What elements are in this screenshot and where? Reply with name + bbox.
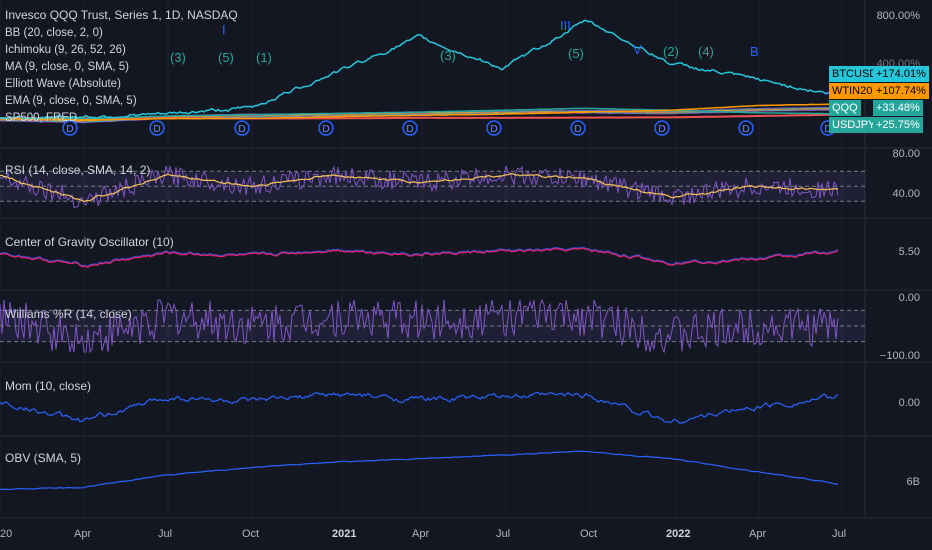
time-axis-label: Jul	[158, 528, 173, 540]
dividend-marker-label-9: D	[824, 124, 831, 135]
elliott-wave-label: B	[750, 44, 759, 59]
series-usdjpy	[0, 113, 838, 120]
time-axis-label: 20	[0, 528, 13, 540]
indicator-legend-item[interactable]: MA (9, close, 0, SMA, 5)	[5, 61, 129, 73]
elliott-wave-label: (2)	[663, 44, 679, 59]
dividend-marker-label-3: D	[322, 124, 329, 135]
dividend-marker-label-8: D	[742, 124, 749, 135]
rsi-line	[0, 164, 839, 209]
cog-title: Center of Gravity Oscillator (10)	[5, 235, 174, 249]
dividend-marker-label-7: D	[658, 124, 665, 135]
dividend-marker-4	[402, 120, 418, 136]
elliott-wave-label: (3)	[170, 50, 186, 65]
dividend-marker-label-1: D	[153, 124, 160, 135]
dividend-marker-7	[654, 120, 670, 136]
mom-tick: 0.00	[898, 397, 920, 409]
compare-tag-change: +33.48%	[873, 100, 923, 116]
indicator-legend-item[interactable]: Elliott Wave (Absolute)	[5, 78, 121, 90]
elliott-wave-label: V	[633, 42, 642, 57]
elliott-wave-label: (3)	[440, 48, 456, 63]
rsi-tick-80: 80.00	[892, 148, 920, 160]
dividend-marker-label-5: D	[490, 124, 497, 135]
rsi-tick-40: 40.00	[892, 188, 920, 200]
willr-tick-0: 0.00	[898, 292, 920, 304]
obv-line	[0, 450, 839, 491]
dividend-marker-2	[234, 120, 250, 136]
cog-tick: 5.50	[898, 246, 920, 258]
willr-title: Williams %R (14, close)	[5, 307, 132, 321]
time-axis-label: Apr	[74, 528, 92, 540]
mom-title: Mom (10, close)	[5, 379, 92, 393]
cog-signal-line	[0, 246, 839, 267]
dividend-marker-label-0: D	[66, 124, 73, 135]
symbol-title: Invesco QQQ Trust, Series 1, 1D, NASDAQ	[5, 8, 238, 22]
time-axis-label: 2022	[666, 528, 691, 540]
time-axis-label: Apr	[412, 528, 430, 540]
obv-tick: 6B	[906, 476, 920, 488]
dividend-marker-label-6: D	[574, 124, 581, 135]
dividend-marker-label-2: D	[238, 124, 245, 135]
compare-tag-change: +107.74%	[873, 83, 929, 99]
time-axis-label: Oct	[242, 528, 260, 540]
dividend-marker-3	[318, 120, 334, 136]
dividend-marker-5	[486, 120, 502, 136]
dividend-marker-label-4: D	[406, 124, 413, 135]
dividend-marker-1	[149, 120, 165, 136]
compare-tag-symbol: BTCUSD	[829, 66, 881, 82]
compare-tag-symbol: WTIN2022	[829, 83, 888, 99]
dividend-marker-6	[570, 120, 586, 136]
time-axis-label: 2021	[332, 528, 357, 540]
rsi-title: RSI (14, close, SMA, 14, 2)	[5, 163, 151, 177]
rsi-ma-line	[0, 172, 839, 203]
compare-tag-change: +174.01%	[873, 66, 929, 82]
time-axis-label: Apr	[749, 528, 767, 540]
elliott-wave-label: (1)	[256, 50, 272, 65]
rsi-band	[0, 171, 865, 202]
time-axis-label: Jul	[832, 528, 847, 540]
elliott-wave-label: (4)	[698, 44, 714, 59]
elliott-wave-label: I	[222, 22, 226, 37]
elliott-wave-label: (5)	[218, 50, 234, 65]
elliott-wave-label: III	[560, 18, 571, 33]
series-wtin2022	[0, 103, 839, 121]
obv-title: OBV (SMA, 5)	[5, 451, 82, 465]
time-axis-label: Oct	[580, 528, 598, 540]
indicator-legend-item[interactable]: Ichimoku (9, 26, 52, 26)	[5, 44, 126, 56]
time-axis-label: Jul	[496, 528, 511, 540]
cog-line	[0, 247, 839, 268]
compare-tag-symbol: QQQ	[829, 100, 861, 116]
series-qqq	[0, 107, 839, 120]
price-axis-top: 800.00%	[876, 10, 920, 22]
indicator-legend-item[interactable]: SP500, FRED	[5, 112, 78, 124]
willr-tick-100: −100.00	[879, 350, 920, 362]
compare-tag-symbol: USDJPY	[829, 117, 879, 133]
indicator-legend-item[interactable]: EMA (9, close, 0, SMA, 5)	[5, 95, 137, 107]
mom-line	[0, 391, 839, 424]
willr-line	[0, 298, 839, 354]
indicator-legend-item[interactable]: BB (20, close, 2, 0)	[5, 27, 103, 39]
compare-tag-change: +25.75%	[873, 117, 923, 133]
series-btcusd	[0, 19, 839, 120]
dividend-marker-0	[62, 120, 78, 136]
dividend-marker-8	[738, 120, 754, 136]
elliott-wave-label: (5)	[568, 46, 584, 61]
